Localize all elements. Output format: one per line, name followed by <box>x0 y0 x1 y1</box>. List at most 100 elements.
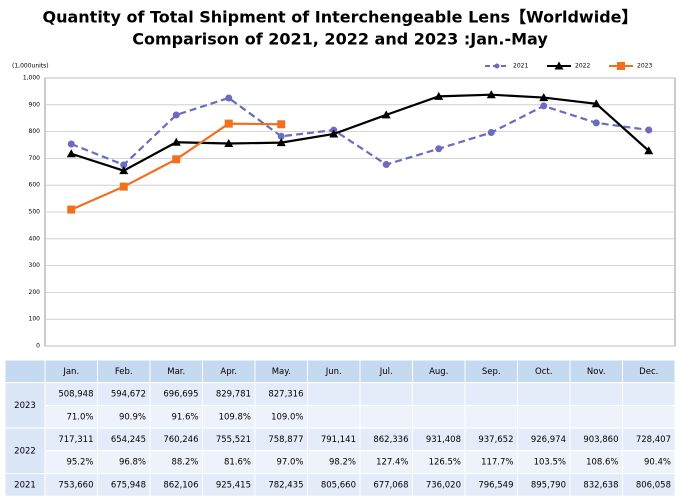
marker <box>224 119 233 128</box>
marker <box>67 140 75 148</box>
table-ratio-bg <box>517 404 571 429</box>
marker <box>434 91 444 100</box>
legend-label: 2022 <box>575 63 590 70</box>
marker <box>119 166 129 175</box>
y-tick-label: 900 <box>29 101 41 108</box>
table-header: Dec. <box>639 367 658 377</box>
table-header: Feb. <box>115 367 133 377</box>
y-tick-label: 400 <box>29 235 41 242</box>
table-ratio: 127.4% <box>376 458 408 468</box>
marker <box>539 93 549 102</box>
table-header: Sep. <box>482 367 501 377</box>
table-value: 925,415 <box>216 480 251 490</box>
marker <box>329 129 339 138</box>
table-row-label-bg <box>4 427 46 475</box>
table-ratio: 81.6% <box>224 458 251 468</box>
table-header: Apr. <box>220 367 237 377</box>
table-value: 675,948 <box>111 480 146 490</box>
table-row-label-bg <box>4 382 46 429</box>
marker <box>172 155 181 164</box>
y-tick-label: 0 <box>36 343 40 350</box>
table-corner-bg <box>4 359 46 384</box>
marker <box>225 94 233 102</box>
y-tick-label: 100 <box>29 316 41 323</box>
legend-marker <box>617 62 625 70</box>
table-value: 677,068 <box>373 480 408 490</box>
chart-title: Quantity of Total Shipment of Intercheng… <box>42 8 637 27</box>
table-value-bg <box>412 382 466 406</box>
table-value: 806,058 <box>636 480 671 490</box>
table-value: 696,695 <box>163 390 198 400</box>
table-value: 937,652 <box>478 435 513 445</box>
table-ratio: 98.2% <box>329 458 356 468</box>
y-axis-label: (1,000units) <box>12 63 49 70</box>
y-tick-label: 300 <box>29 262 41 269</box>
marker <box>592 119 600 127</box>
table-value: 931,408 <box>426 435 461 445</box>
y-tick-label: 600 <box>29 182 41 189</box>
table-value: 796,549 <box>478 480 513 490</box>
table-value: 782,435 <box>268 480 303 490</box>
table-ratio: 117.7% <box>481 458 513 468</box>
table-value: 728,407 <box>636 435 671 445</box>
y-tick-label: 1,000 <box>23 75 40 82</box>
marker <box>224 139 234 148</box>
marker <box>645 126 653 134</box>
table-value: 903,860 <box>583 435 618 445</box>
table-ratio-bg <box>622 404 676 429</box>
table-value: 829,781 <box>216 390 251 400</box>
table-value: 508,948 <box>58 390 93 400</box>
table-header: May. <box>272 367 291 377</box>
table-ratio-bg <box>464 404 518 429</box>
table-row-label: 2022 <box>14 446 36 456</box>
y-tick-label: 200 <box>29 289 41 296</box>
legend-marker <box>494 63 500 69</box>
table-ratio-bg <box>307 404 361 429</box>
marker <box>66 149 76 158</box>
table-ratio-bg <box>359 404 413 429</box>
table-value: 654,245 <box>111 435 146 445</box>
table-ratio: 109.8% <box>219 412 251 422</box>
table-value: 755,521 <box>216 435 251 445</box>
table-ratio: 108.6% <box>586 458 618 468</box>
marker <box>67 205 76 214</box>
y-tick-label: 700 <box>29 155 41 162</box>
marker <box>277 132 285 140</box>
marker <box>486 90 496 99</box>
y-tick-label: 800 <box>29 128 41 135</box>
table-header: Jul. <box>379 367 393 377</box>
table-header: Aug. <box>429 367 448 377</box>
chart-subtitle: Comparison of 2021, 2022 and 2023 :Jan.-… <box>132 30 548 49</box>
marker <box>277 120 286 129</box>
series-line <box>70 96 649 167</box>
table-ratio: 90.4% <box>644 458 671 468</box>
table-value: 832,638 <box>583 480 618 490</box>
table-value: 827,316 <box>268 390 303 400</box>
table-value-bg <box>517 382 571 406</box>
table-value: 895,790 <box>531 480 566 490</box>
table-ratio-bg <box>569 404 623 429</box>
table-ratio: 91.6% <box>171 412 198 422</box>
table-header: Oct. <box>535 367 552 377</box>
marker <box>487 129 495 137</box>
marker <box>435 145 443 153</box>
table-ratio: 90.9% <box>119 412 146 422</box>
marker <box>172 111 180 119</box>
legend-label: 2023 <box>637 63 652 70</box>
table-value-bg <box>464 382 518 406</box>
table-value: 760,246 <box>163 435 198 445</box>
legend-label: 2021 <box>513 63 528 70</box>
table-ratio: 109.0% <box>271 412 303 422</box>
series-line <box>70 93 650 172</box>
table-value-bg <box>569 382 623 406</box>
table-value-bg <box>307 382 361 406</box>
table-ratio: 103.5% <box>534 458 566 468</box>
marker <box>382 161 390 169</box>
table-header: Jan. <box>62 367 79 377</box>
table-value: 926,974 <box>531 435 566 445</box>
table-value: 862,336 <box>373 435 408 445</box>
table-header: Mar. <box>167 367 185 377</box>
table-value: 753,660 <box>58 480 93 490</box>
marker <box>119 182 128 191</box>
